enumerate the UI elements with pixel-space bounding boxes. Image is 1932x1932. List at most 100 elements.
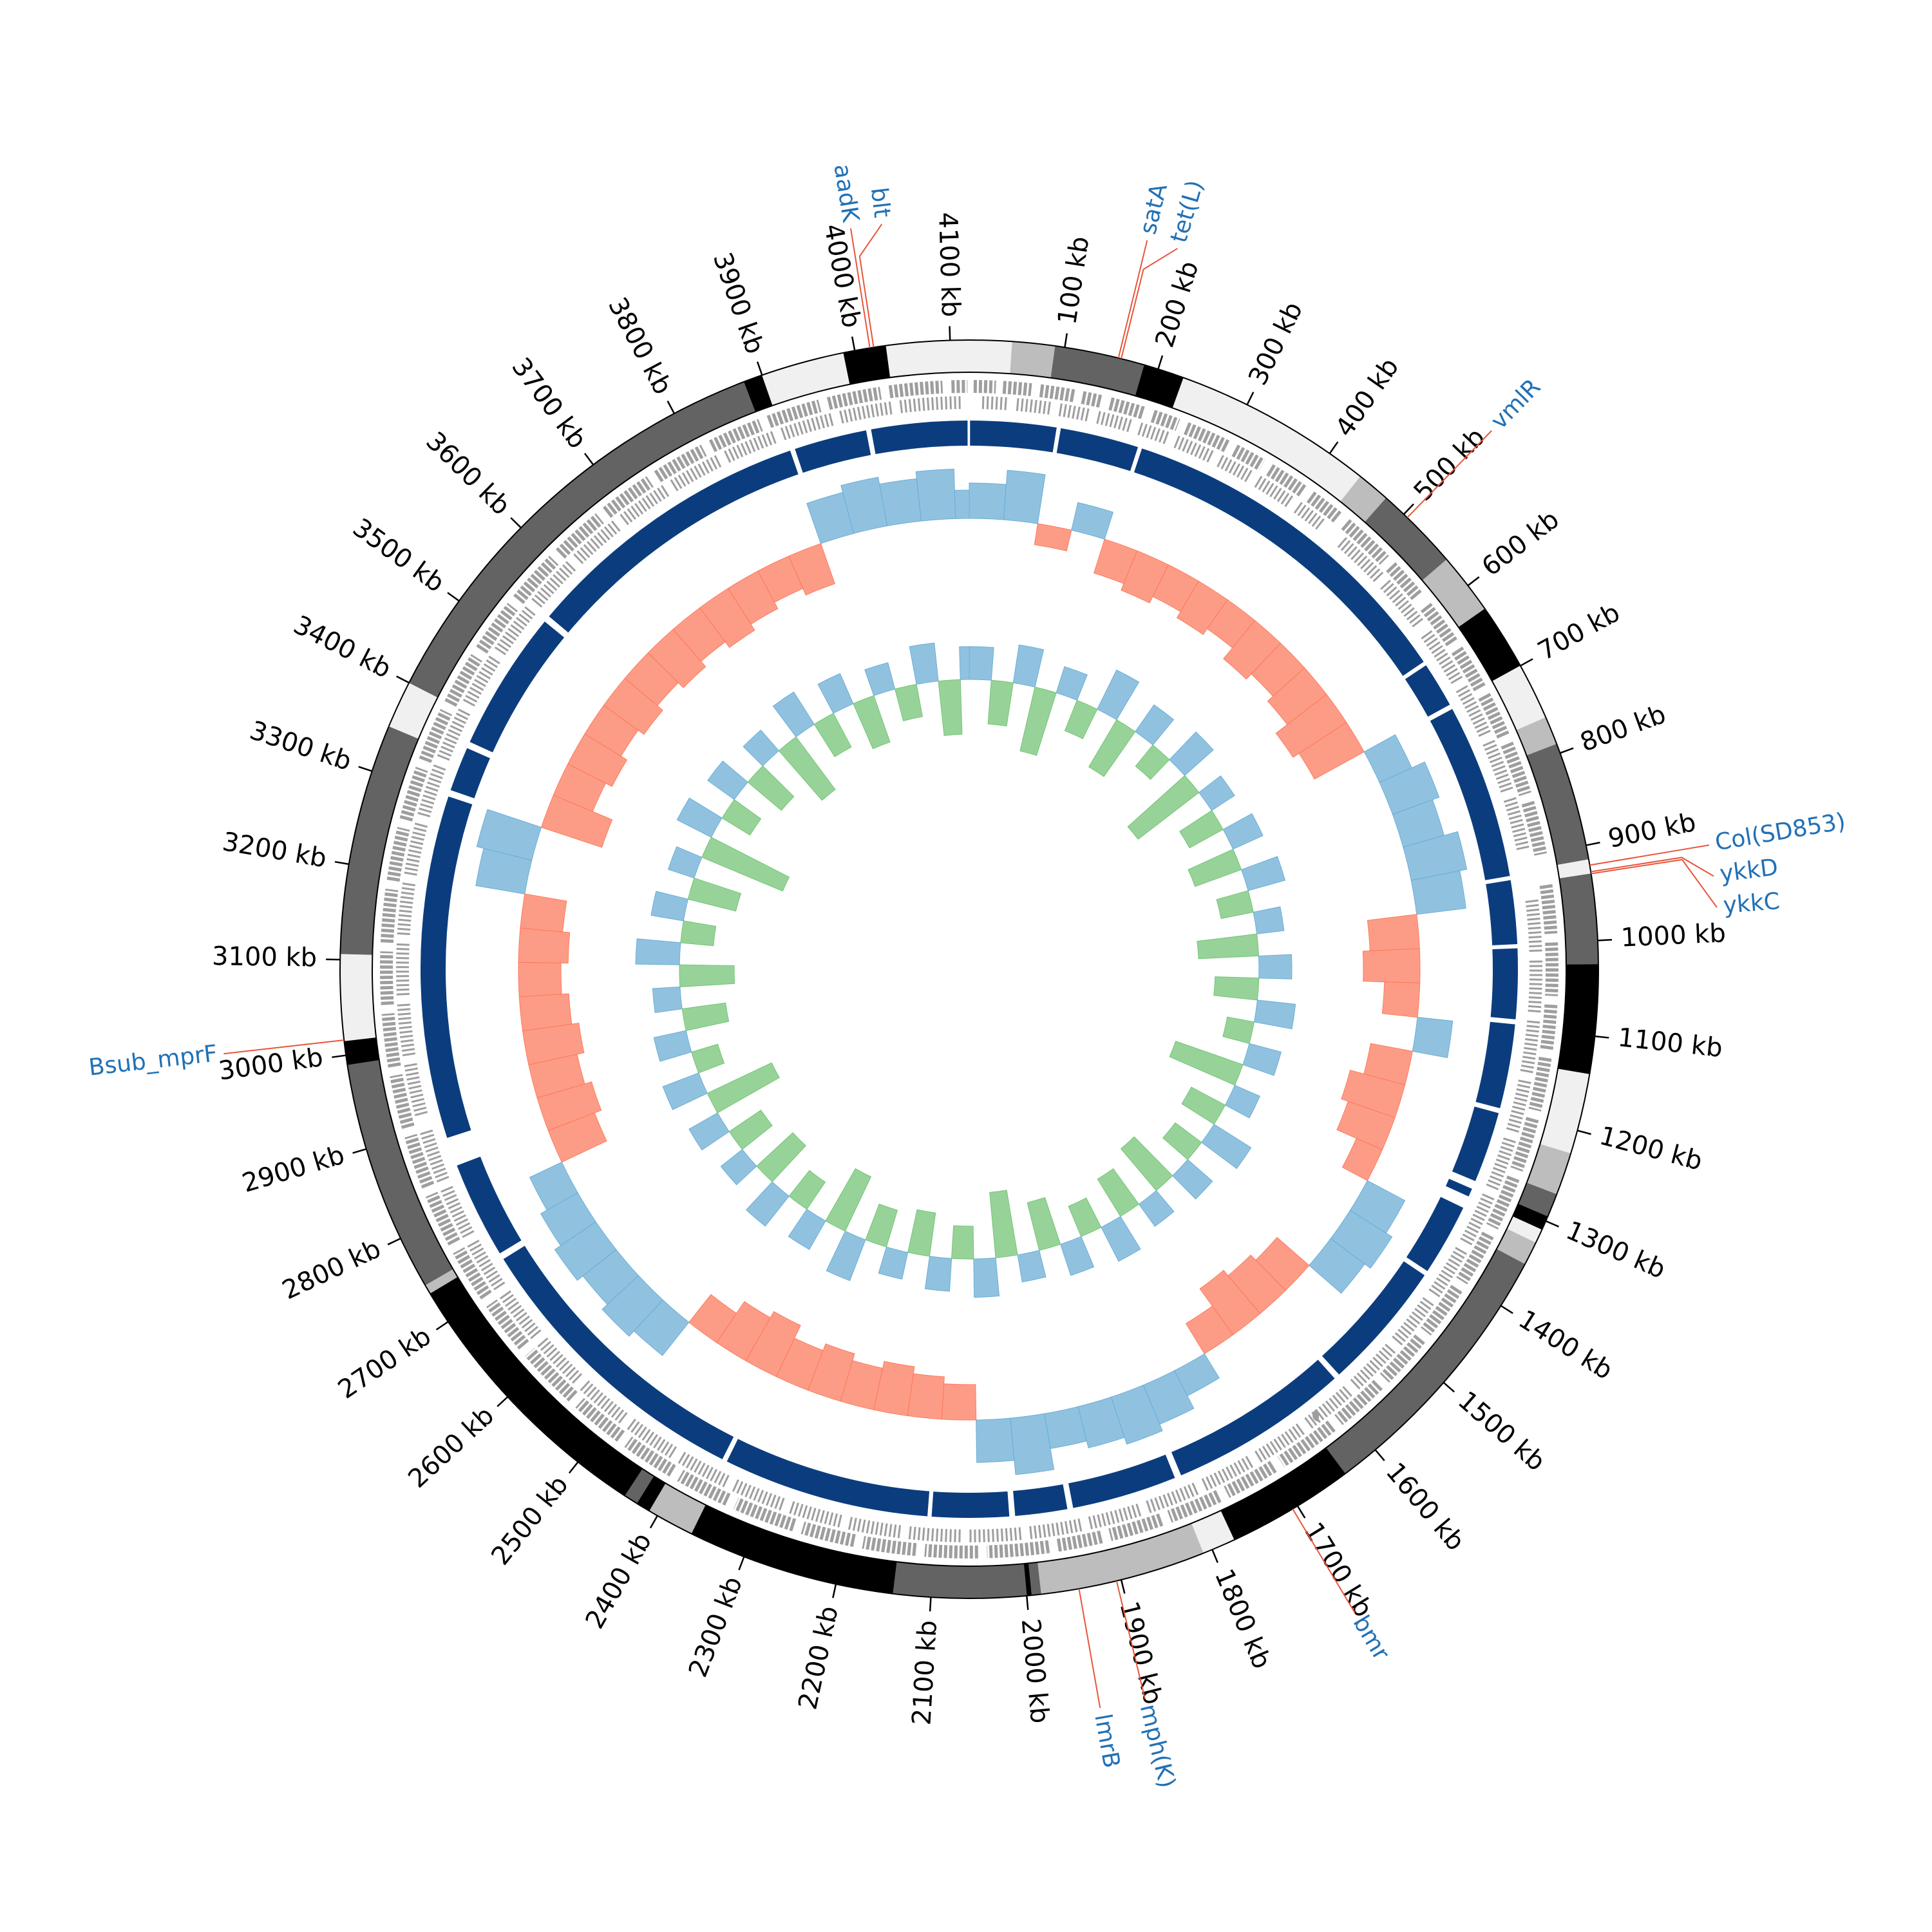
gene-reverse bbox=[1428, 1247, 1468, 1298]
gene-reverse bbox=[1455, 685, 1492, 737]
annotation-label: vmlR bbox=[1486, 374, 1546, 435]
tick-mark bbox=[1211, 1549, 1218, 1563]
tick-label: 3400 kb bbox=[289, 610, 395, 684]
gene-reverse bbox=[848, 1517, 902, 1539]
band bbox=[1364, 497, 1447, 581]
tick-mark bbox=[649, 1515, 658, 1529]
gc-skew-bar bbox=[879, 478, 922, 527]
tick-label: 2700 kb bbox=[333, 1321, 437, 1405]
gc-content-bar bbox=[1198, 775, 1235, 811]
tick-label: 2500 kb bbox=[486, 1470, 574, 1571]
gc-content-bar bbox=[747, 765, 795, 811]
gene-forward bbox=[1521, 800, 1548, 856]
gene-reverse bbox=[1337, 537, 1384, 583]
gc-content-bar bbox=[1027, 1197, 1061, 1251]
band bbox=[1526, 744, 1589, 866]
block bbox=[1452, 1106, 1499, 1182]
gc-skew-bar bbox=[716, 1301, 771, 1361]
gene-reverse bbox=[1380, 580, 1424, 628]
block bbox=[1068, 1454, 1175, 1508]
gc-content-bar bbox=[772, 691, 815, 737]
block bbox=[1406, 1197, 1464, 1271]
block bbox=[726, 1439, 930, 1517]
tick-label: 600 kb bbox=[1477, 505, 1565, 582]
gene-forward bbox=[404, 1133, 435, 1189]
tick-mark bbox=[756, 361, 763, 375]
tick-mark bbox=[447, 592, 460, 602]
gene-forward bbox=[1081, 391, 1103, 408]
tick-label: 2900 kb bbox=[239, 1140, 348, 1198]
gc-content-bar bbox=[1213, 976, 1260, 1001]
tick-label: 3900 kb bbox=[707, 249, 770, 357]
block bbox=[457, 1156, 522, 1254]
gc-skew-bar bbox=[601, 1275, 663, 1337]
annotation-label: mph(K) bbox=[1135, 1701, 1180, 1790]
tick-mark bbox=[1500, 1305, 1513, 1314]
gene-forward bbox=[1002, 381, 1032, 397]
gene-reverse bbox=[499, 1290, 542, 1340]
gene-forward bbox=[1545, 942, 1558, 996]
gene-forward bbox=[476, 603, 518, 654]
tick-label: 3000 kb bbox=[217, 1043, 325, 1086]
gene-reverse bbox=[780, 413, 834, 440]
gene-forward bbox=[381, 1013, 401, 1068]
gc-content-bar bbox=[895, 683, 923, 721]
tick-mark bbox=[497, 1396, 509, 1407]
gene-forward bbox=[1039, 384, 1077, 402]
block bbox=[503, 1245, 734, 1459]
gc-skew-bar bbox=[554, 1221, 617, 1281]
tick-label: 400 kb bbox=[1330, 353, 1405, 442]
gc-content-bar bbox=[938, 679, 963, 736]
tick-label: 1200 kb bbox=[1596, 1121, 1705, 1177]
gene-forward bbox=[390, 1074, 415, 1130]
annotation-label: ykkC bbox=[1722, 888, 1781, 919]
gc-skew-bar bbox=[522, 1023, 585, 1065]
gene-forward bbox=[1150, 410, 1180, 431]
gc-skew-bar bbox=[476, 809, 542, 861]
tick-label: 3700 kb bbox=[506, 352, 592, 454]
gene-forward bbox=[425, 1191, 460, 1246]
block bbox=[1133, 448, 1424, 676]
gene-forward bbox=[677, 1470, 731, 1506]
tick-mark bbox=[435, 1321, 449, 1331]
block bbox=[1486, 880, 1518, 945]
gc-content-bar bbox=[1088, 719, 1136, 777]
leader-line bbox=[1589, 844, 1710, 866]
tick-mark bbox=[1120, 1579, 1126, 1594]
gene-forward bbox=[708, 419, 763, 453]
gc-skew-bar bbox=[603, 677, 663, 735]
band bbox=[969, 339, 1013, 374]
gc-skew-bar bbox=[1010, 1413, 1055, 1475]
gene-reverse bbox=[404, 822, 428, 876]
gc-skew-bar bbox=[699, 587, 755, 649]
gc-content-bar bbox=[778, 736, 836, 801]
gc-content-bar bbox=[853, 695, 891, 750]
annotation-label: ykkD bbox=[1718, 854, 1779, 887]
leader-line bbox=[223, 1039, 345, 1055]
gc-content-bar bbox=[652, 986, 683, 1013]
gene-reverse bbox=[1217, 455, 1254, 483]
tick-mark bbox=[358, 766, 373, 772]
tick-label: 300 kb bbox=[1243, 298, 1309, 390]
gc-skew-bar bbox=[915, 468, 956, 522]
tick-mark bbox=[832, 1584, 837, 1598]
block bbox=[795, 430, 871, 473]
tick-label: 700 kb bbox=[1533, 598, 1625, 667]
leader-line bbox=[1117, 240, 1148, 359]
tick-label: 2300 kb bbox=[683, 1573, 748, 1681]
gc-content-bar bbox=[721, 799, 762, 836]
gc-content-bar bbox=[1258, 954, 1293, 980]
block bbox=[1171, 1359, 1335, 1475]
gc-skew-bar bbox=[1275, 694, 1347, 758]
gc-skew-bar bbox=[840, 477, 888, 535]
tick-mark bbox=[334, 860, 349, 866]
gc-content-bar bbox=[1097, 669, 1140, 721]
tick-mark bbox=[738, 1556, 745, 1571]
gc-content-bar bbox=[728, 1110, 773, 1150]
leader-line bbox=[1591, 858, 1718, 908]
block bbox=[1445, 1179, 1472, 1197]
gc-skew-bar bbox=[1381, 981, 1421, 1018]
gene-forward bbox=[1451, 646, 1486, 692]
gene-forward bbox=[1183, 422, 1230, 453]
